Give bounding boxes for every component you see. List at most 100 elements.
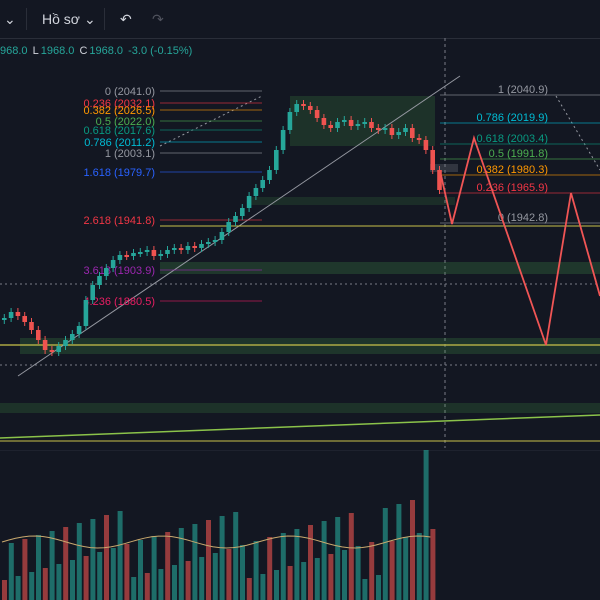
- candle-body: [369, 122, 374, 128]
- candle-body: [117, 255, 123, 260]
- fib-level-label: 3.618 (1903.9): [83, 265, 155, 277]
- candle-body: [246, 196, 252, 208]
- volume-bar: [321, 521, 327, 600]
- undo-icon[interactable]: ↶: [120, 11, 132, 27]
- volume-bar: [219, 516, 225, 600]
- candle-body: [362, 122, 367, 124]
- candle-body: [287, 112, 293, 130]
- volume-bar: [192, 524, 198, 600]
- volume-bar: [328, 554, 334, 600]
- volume-bar: [287, 566, 293, 600]
- volume-bar: [42, 568, 48, 600]
- volume-bar: [131, 577, 137, 600]
- volume-bar: [348, 513, 354, 600]
- candle-body: [185, 246, 191, 250]
- candle-body: [430, 150, 435, 170]
- candle-body: [15, 312, 21, 316]
- candle-body: [56, 346, 61, 352]
- volume-bar: [90, 519, 96, 600]
- volume-bar: [15, 576, 21, 600]
- volume-bar: [308, 525, 313, 600]
- fib-level-label: 0.618 (2017.6): [83, 125, 155, 137]
- candle-body: [42, 340, 48, 350]
- candle-body: [70, 334, 75, 340]
- candle-body: [144, 250, 150, 252]
- candle-body: [280, 130, 286, 150]
- volume-bar: [410, 500, 415, 600]
- candle-body: [29, 322, 34, 330]
- low-prefix: L: [32, 45, 39, 57]
- fib-level-label: 0.5 (2022.0): [96, 116, 155, 128]
- volume-bar: [416, 533, 422, 600]
- volume-bar: [240, 545, 245, 600]
- zone-band: [160, 262, 600, 274]
- candle-body: [199, 244, 204, 248]
- volume-bar: [110, 548, 116, 600]
- toolbar-divider: [104, 8, 105, 30]
- candle-body: [206, 242, 211, 244]
- candle-body: [382, 128, 388, 130]
- volume-bar: [83, 556, 89, 600]
- close-prefix: C: [79, 45, 88, 57]
- volume-bar: [362, 579, 368, 600]
- candle-body: [124, 255, 129, 257]
- projection-path: [440, 134, 600, 346]
- candle-body: [76, 326, 82, 334]
- candle-body: [274, 150, 279, 170]
- candle-body: [342, 120, 347, 122]
- candle-body: [83, 300, 89, 326]
- volume-bar: [212, 553, 218, 600]
- volume-bar: [56, 564, 62, 600]
- fib-level-label: 1.618 (1979.7): [83, 167, 155, 179]
- volume-bar: [138, 540, 143, 600]
- candle-body: [219, 232, 225, 240]
- price-chart[interactable]: 0 (2041.0)0.236 (2032.1)0.382 (2026.5)0.…: [0, 38, 600, 448]
- close-value: 1968.0: [89, 45, 124, 57]
- top-toolbar: ⌄ Hồ sơ ⌄ ↶ ↷: [0, 0, 600, 39]
- candle-body: [178, 248, 184, 250]
- fib-level-label: 0.786 (2011.2): [84, 137, 155, 149]
- candle-body: [97, 276, 102, 285]
- volume-bar: [301, 562, 307, 600]
- volume-bar: [403, 537, 409, 600]
- fib-level-label: 0.382 (2026.5): [83, 105, 155, 117]
- volume-bar: [70, 560, 75, 600]
- volume-bar: [36, 535, 41, 600]
- volume-bar: [151, 536, 157, 600]
- zone-band: [0, 403, 600, 413]
- profile-button[interactable]: Hồ sơ: [42, 11, 80, 27]
- candle-body: [355, 124, 361, 126]
- volume-bar: [369, 542, 375, 600]
- volume-bar: [158, 569, 164, 600]
- candle-body: [314, 110, 320, 118]
- volume-bar: [117, 511, 123, 600]
- volume-bar: [206, 520, 211, 600]
- volume-bar: [280, 533, 286, 600]
- candle-body: [8, 312, 14, 318]
- chevron-down-icon[interactable]: ⌄: [4, 11, 16, 27]
- chevron-down-icon[interactable]: ⌄: [84, 11, 96, 27]
- volume-bar: [49, 531, 55, 600]
- toolbar-divider: [26, 8, 27, 30]
- fib-level-label: 0.786 (2019.9): [476, 112, 548, 124]
- candle-body: [376, 128, 381, 130]
- candle-body: [151, 250, 157, 256]
- volume-bar: [246, 578, 252, 600]
- redo-icon[interactable]: ↷: [152, 11, 164, 27]
- fib-trend-line: [555, 95, 600, 171]
- candle-body: [36, 330, 41, 340]
- volume-bar: [233, 512, 239, 600]
- candle-body: [63, 340, 68, 346]
- zone-band: [250, 197, 455, 205]
- volume-bar: [396, 504, 402, 600]
- fib-level-label: 0.236 (1965.9): [476, 182, 548, 194]
- volume-bar: [355, 546, 361, 600]
- candle-body: [2, 318, 7, 320]
- zone-band: [20, 338, 600, 354]
- volume-bar: [430, 529, 436, 600]
- volume-bar: [2, 580, 7, 600]
- fib-level-label: 0 (2041.0): [105, 86, 155, 98]
- volume-bar: [104, 515, 109, 600]
- volume-bar: [178, 528, 184, 600]
- candle-body: [131, 253, 136, 256]
